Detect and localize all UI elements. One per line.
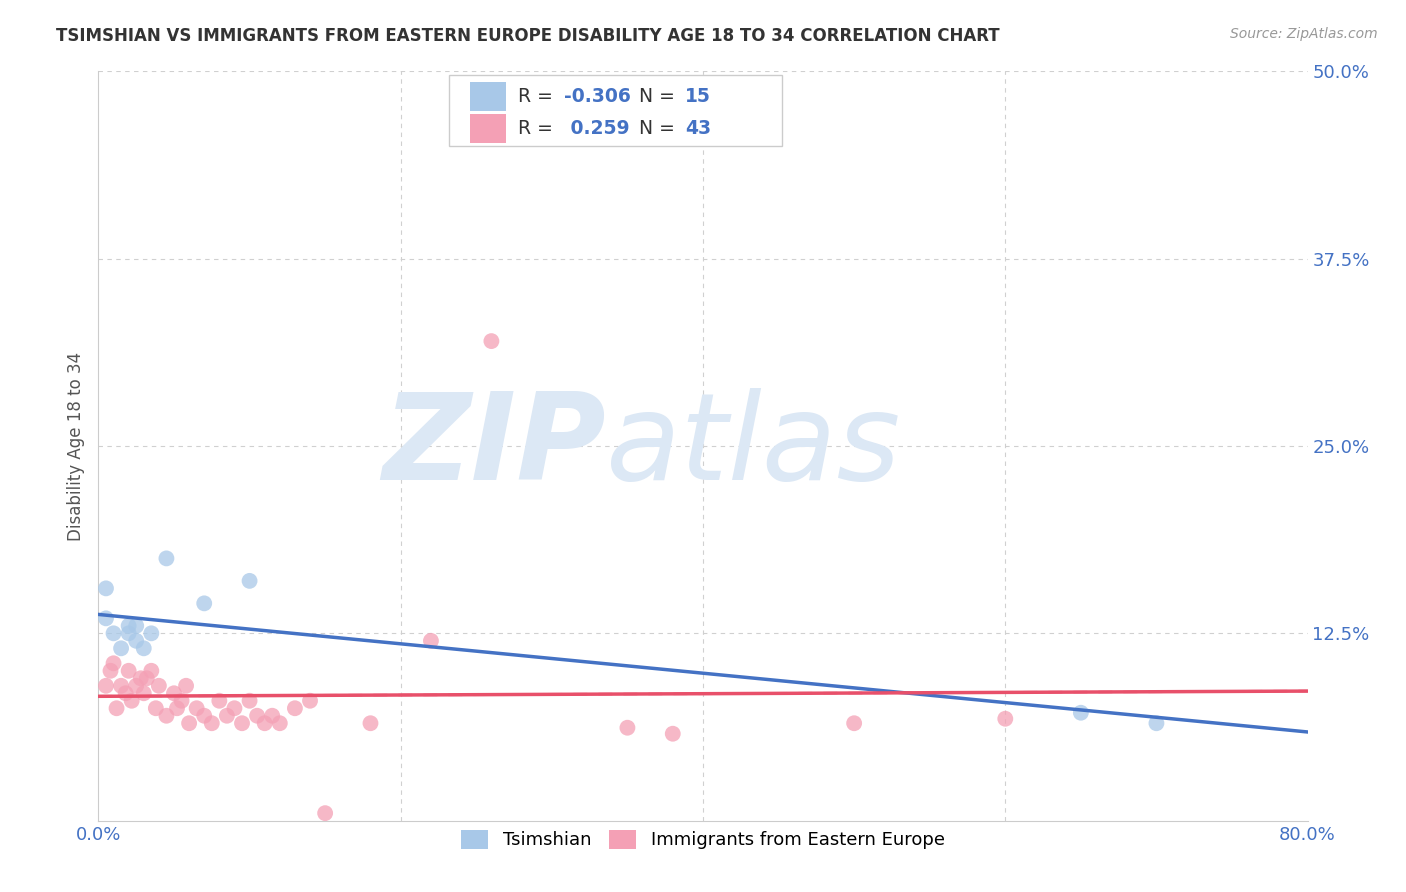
Point <box>132 686 155 700</box>
Point <box>231 716 253 731</box>
Legend: Tsimshian, Immigrants from Eastern Europe: Tsimshian, Immigrants from Eastern Europ… <box>454 822 952 856</box>
Text: 15: 15 <box>685 87 711 106</box>
Point <box>94 679 117 693</box>
Point <box>135 671 157 685</box>
Point <box>314 806 336 821</box>
Point <box>145 701 167 715</box>
Point <box>174 679 197 693</box>
Point <box>125 619 148 633</box>
Text: N =: N = <box>627 87 681 106</box>
Text: -0.306: -0.306 <box>564 87 631 106</box>
Text: N =: N = <box>627 119 681 138</box>
Point <box>129 671 152 685</box>
Point <box>481 334 503 348</box>
Point <box>239 574 262 588</box>
Point <box>132 641 155 656</box>
Point <box>94 611 117 625</box>
Point <box>215 708 238 723</box>
Text: 0.259: 0.259 <box>564 119 630 138</box>
Text: TSIMSHIAN VS IMMIGRANTS FROM EASTERN EUROPE DISABILITY AGE 18 TO 34 CORRELATION : TSIMSHIAN VS IMMIGRANTS FROM EASTERN EUR… <box>56 27 1000 45</box>
Point <box>253 716 276 731</box>
Point <box>616 721 638 735</box>
Point <box>193 596 215 610</box>
Point <box>661 727 683 741</box>
Point <box>118 664 141 678</box>
Point <box>121 694 143 708</box>
Point <box>155 551 177 566</box>
Point <box>103 657 125 671</box>
FancyBboxPatch shape <box>470 114 506 143</box>
Point <box>201 716 224 731</box>
Y-axis label: Disability Age 18 to 34: Disability Age 18 to 34 <box>66 351 84 541</box>
Point <box>94 582 117 596</box>
Point <box>299 694 322 708</box>
Point <box>193 708 215 723</box>
Point <box>110 679 132 693</box>
Text: R =: R = <box>517 119 558 138</box>
Text: Source: ZipAtlas.com: Source: ZipAtlas.com <box>1230 27 1378 41</box>
Point <box>163 686 186 700</box>
Point <box>246 708 269 723</box>
Point <box>994 712 1017 726</box>
Point <box>125 679 148 693</box>
Point <box>844 716 866 731</box>
Text: atlas: atlas <box>606 387 901 505</box>
Text: R =: R = <box>517 87 558 106</box>
Point <box>118 619 141 633</box>
Point <box>186 701 208 715</box>
Point <box>208 694 231 708</box>
Point <box>110 641 132 656</box>
Point <box>100 664 122 678</box>
Text: ZIP: ZIP <box>382 387 606 505</box>
Point <box>170 694 193 708</box>
Point <box>179 716 201 731</box>
Point <box>224 701 246 715</box>
Point <box>125 633 148 648</box>
Point <box>114 686 136 700</box>
Point <box>103 626 125 640</box>
Point <box>360 716 382 731</box>
Point <box>166 701 188 715</box>
Point <box>420 633 443 648</box>
Point <box>148 679 170 693</box>
FancyBboxPatch shape <box>470 82 506 111</box>
Text: 43: 43 <box>685 119 711 138</box>
FancyBboxPatch shape <box>449 75 782 146</box>
Point <box>1144 716 1167 731</box>
Point <box>155 708 177 723</box>
Point <box>141 626 163 640</box>
Point <box>239 694 262 708</box>
Point <box>1070 706 1092 720</box>
Point <box>118 626 141 640</box>
Point <box>269 716 291 731</box>
Point <box>141 664 163 678</box>
Point <box>284 701 307 715</box>
Point <box>262 708 284 723</box>
Point <box>105 701 128 715</box>
